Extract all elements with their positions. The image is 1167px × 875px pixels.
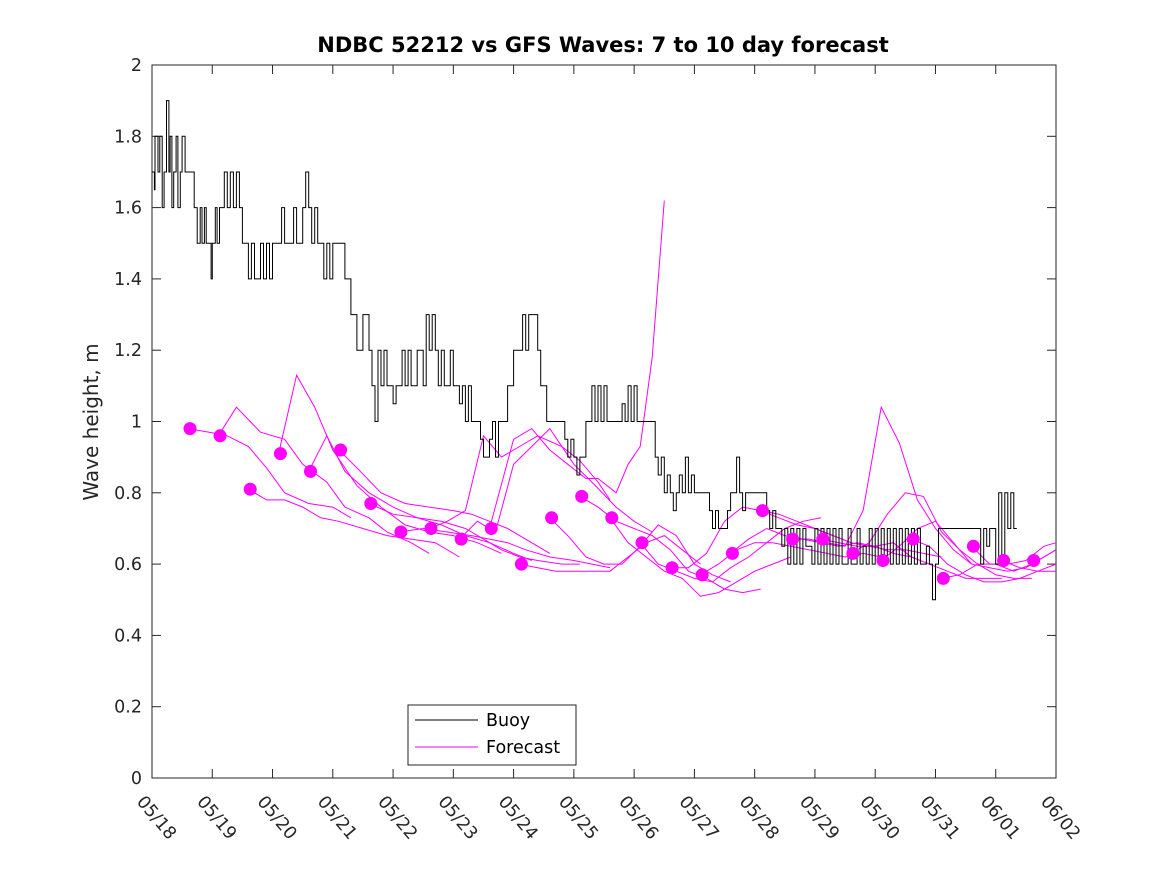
forecast-start-marker <box>997 554 1011 567</box>
legend-buoy-label: Buoy <box>486 711 530 731</box>
legend-box <box>407 704 577 766</box>
forecast-start-marker <box>514 557 528 571</box>
forecast-start-marker <box>936 571 950 585</box>
y-tick-label: 0.6 <box>114 555 142 575</box>
forecast-start-marker <box>725 546 739 560</box>
forecast-line <box>971 542 1057 565</box>
forecast-start-marker <box>605 511 619 525</box>
y-tick-label: 2 <box>131 56 142 76</box>
forecast-start-marker <box>484 522 498 535</box>
y-tick-label: 1.6 <box>114 199 142 219</box>
forecast-line <box>911 538 1057 583</box>
forecast-start-marker <box>304 464 317 478</box>
forecast-start-marker <box>454 532 468 546</box>
forecast-start-marker <box>665 561 679 575</box>
forecast-start-marker <box>1027 554 1041 567</box>
forecast-start-marker <box>876 554 890 567</box>
y-tick-label: 0.8 <box>114 484 142 504</box>
forecast-start-marker <box>695 568 709 582</box>
forecast-start-marker <box>364 497 378 510</box>
forecast-start-marker <box>545 511 559 525</box>
forecast-start-marker <box>334 443 348 457</box>
buoy-line <box>152 100 1017 601</box>
y-tick-label: 1.4 <box>114 270 142 290</box>
forecast-start-marker <box>273 447 287 461</box>
forecast-line <box>519 535 701 572</box>
forecast-start-marker <box>906 532 920 546</box>
forecast-line <box>368 503 580 565</box>
forecast-start-marker <box>394 525 408 539</box>
forecast-start-marker <box>816 532 830 546</box>
y-tick-label: 1.2 <box>114 341 142 361</box>
chart-title: NDBC 52212 vs GFS Waves: 7 to 10 day for… <box>317 33 888 57</box>
forecast-start-marker <box>635 536 649 550</box>
forecast-start-marker <box>575 489 589 503</box>
forecast-line <box>850 492 1032 579</box>
y-tick-label: 0 <box>131 769 142 789</box>
y-tick-label: 1 <box>131 413 142 433</box>
forecast-line <box>489 200 665 529</box>
forecast-line <box>248 488 460 558</box>
forecast-line <box>429 434 611 529</box>
forecast-start-marker <box>213 429 227 443</box>
forecast-start-marker <box>786 532 800 546</box>
forecast-start-marker <box>966 539 980 553</box>
y-tick-label: 1.8 <box>114 127 142 147</box>
forecast-start-marker <box>756 504 769 518</box>
forecast-start-marker <box>424 522 438 535</box>
legend-forecast-label: Forecast <box>486 738 560 758</box>
forecast-start-marker <box>846 546 860 560</box>
forecast-line <box>609 517 791 597</box>
forecast-line <box>338 449 551 554</box>
y-axis-label: Wave height, m <box>79 343 103 500</box>
forecast-start-marker <box>243 482 257 496</box>
y-tick-label: 0.2 <box>114 698 142 718</box>
legend: Buoy Forecast <box>407 704 577 766</box>
forecast-line <box>941 549 1057 579</box>
forecast-line <box>399 527 611 569</box>
forecast-line <box>1001 560 1056 572</box>
forecast-start-marker <box>183 422 197 436</box>
forecast-line <box>217 406 430 554</box>
y-tick-label: 0.4 <box>114 626 142 646</box>
